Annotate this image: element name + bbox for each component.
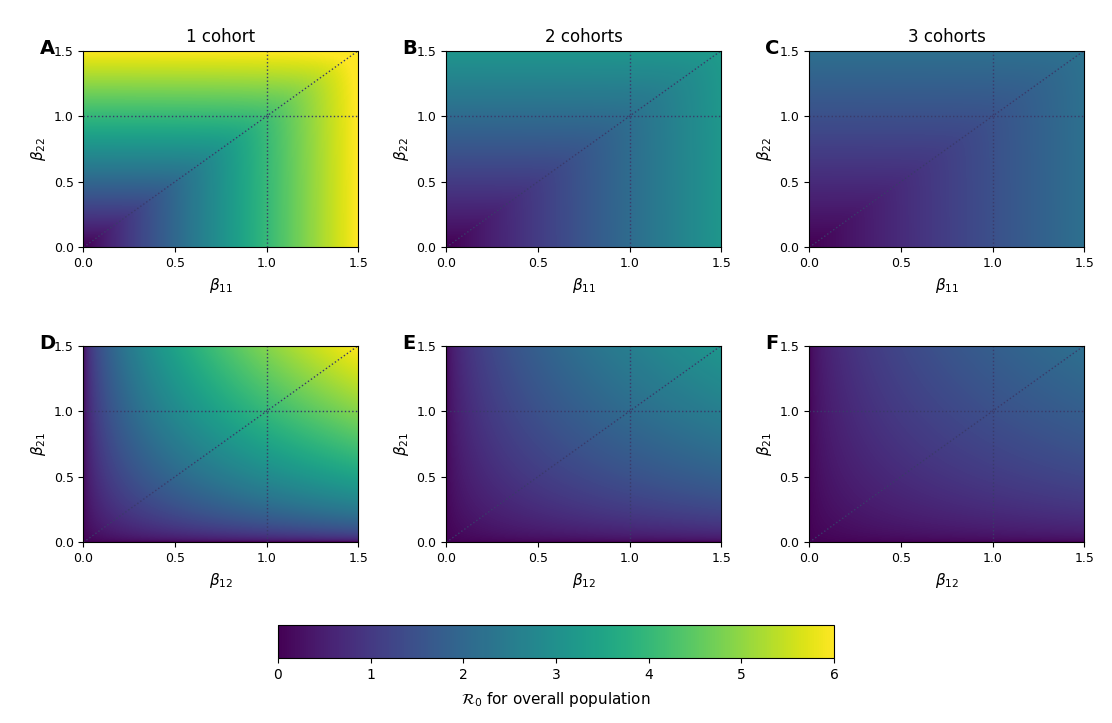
X-axis label: $\beta_{11}$: $\beta_{11}$ [209, 275, 234, 294]
Title: 1 cohort: 1 cohort [187, 28, 256, 46]
Y-axis label: $\beta_{21}$: $\beta_{21}$ [29, 432, 48, 456]
Y-axis label: $\beta_{21}$: $\beta_{21}$ [755, 432, 774, 456]
Text: F: F [765, 334, 778, 353]
X-axis label: $\beta_{12}$: $\beta_{12}$ [934, 570, 959, 589]
Text: C: C [765, 39, 780, 58]
Text: E: E [403, 334, 416, 353]
Title: 3 cohorts: 3 cohorts [907, 28, 985, 46]
X-axis label: $\beta_{12}$: $\beta_{12}$ [209, 570, 234, 589]
X-axis label: $\beta_{12}$: $\beta_{12}$ [572, 570, 596, 589]
X-axis label: $\mathcal{R}_0$ for overall population: $\mathcal{R}_0$ for overall population [461, 690, 651, 709]
Y-axis label: $\beta_{22}$: $\beta_{22}$ [29, 137, 48, 161]
X-axis label: $\beta_{11}$: $\beta_{11}$ [934, 275, 959, 294]
Text: B: B [403, 39, 417, 58]
Text: A: A [39, 39, 54, 58]
Y-axis label: $\beta_{22}$: $\beta_{22}$ [393, 137, 411, 161]
Title: 2 cohorts: 2 cohorts [545, 28, 623, 46]
Y-axis label: $\beta_{22}$: $\beta_{22}$ [755, 137, 774, 161]
X-axis label: $\beta_{11}$: $\beta_{11}$ [572, 275, 596, 294]
Text: D: D [39, 334, 56, 353]
Y-axis label: $\beta_{21}$: $\beta_{21}$ [393, 432, 411, 456]
